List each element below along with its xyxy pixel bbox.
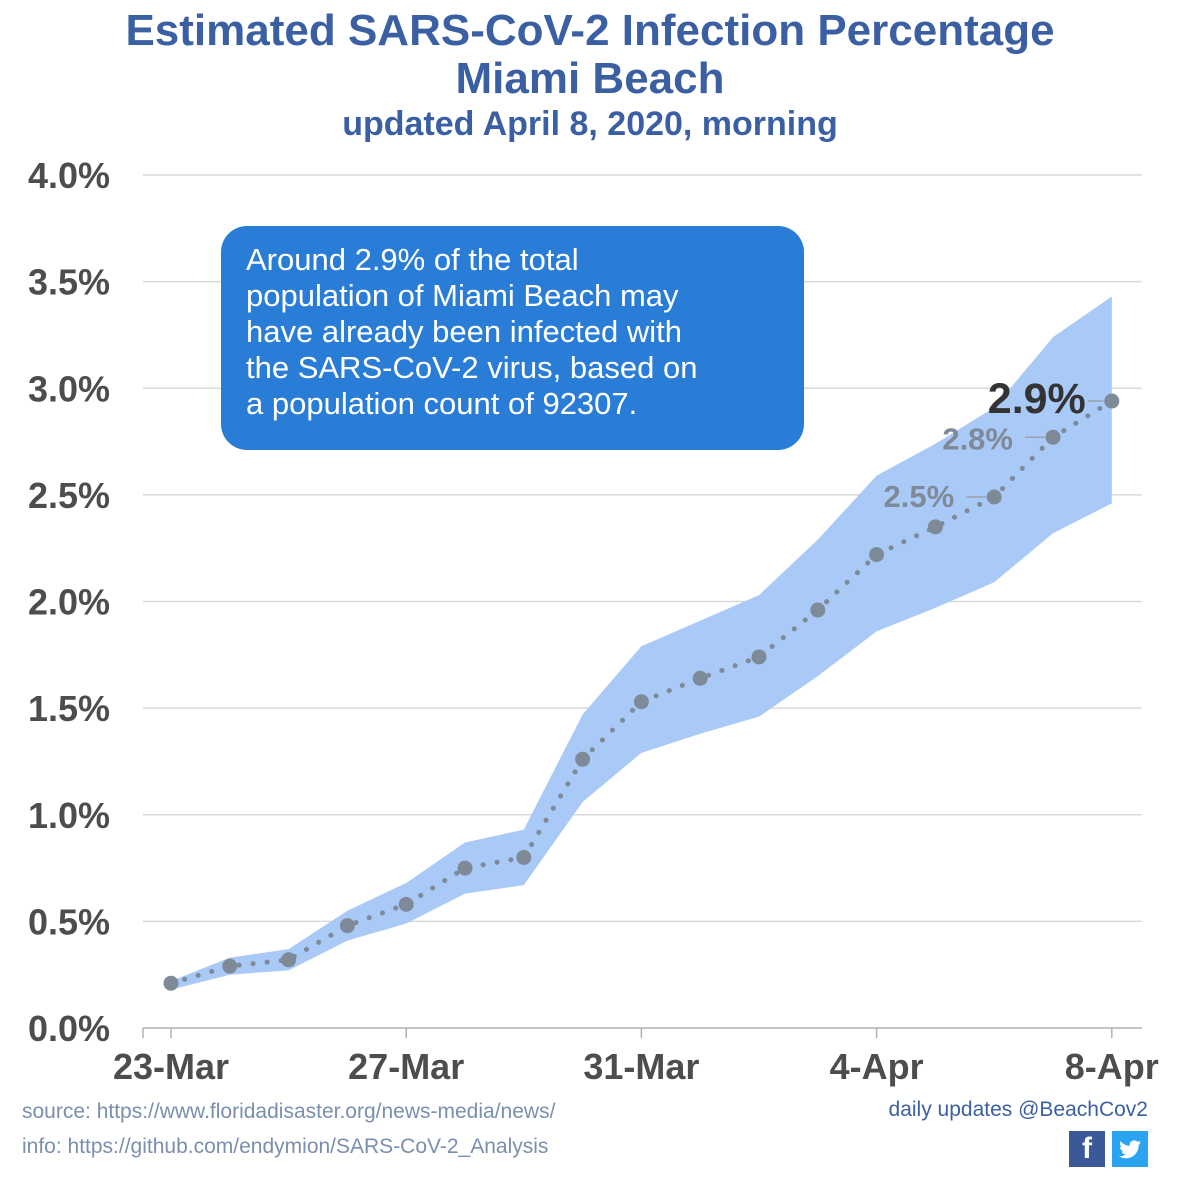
data-point [457,860,473,876]
chart-title-location: Miami Beach [455,54,725,103]
callout-line: a population count of 92307. [246,386,638,421]
data-point [751,649,767,665]
y-tick-label: 2.5% [28,475,110,516]
twitter-icon[interactable] [1112,1131,1148,1167]
data-point [575,751,591,767]
callout-line: Around 2.9% of the total [246,242,579,277]
data-point [281,952,297,968]
y-tick-label: 2.0% [28,582,110,623]
y-tick-label: 0.0% [28,1008,110,1049]
data-point [398,896,414,912]
data-point [163,975,179,991]
source-text: source: https://www.floridadisaster.org/… [22,1100,556,1123]
facebook-icon[interactable]: f [1069,1131,1105,1167]
x-tick-label: 31-Mar [583,1046,699,1087]
data-point [339,918,355,934]
callout-box: Around 2.9% of the total population of M… [221,226,804,450]
data-point [986,489,1002,505]
callout-line: the SARS-CoV-2 virus, based on [246,350,698,385]
data-label: 2.9% [988,375,1086,423]
data-point [692,670,708,686]
info-text: info: https://github.com/endymion/SARS-C… [22,1135,549,1158]
data-point [633,694,649,710]
data-point [222,958,238,974]
data-label: 2.5% [884,479,955,514]
x-tick-label: 8-Apr [1065,1046,1159,1087]
y-tick-label: 4.0% [28,155,110,196]
data-point [810,602,826,618]
data-label: 2.8% [942,421,1013,456]
y-tick-label: 3.5% [28,262,110,303]
y-tick-label: 3.0% [28,368,110,409]
y-tick-label: 1.5% [28,688,110,729]
chart-subtitle: updated April 8, 2020, morning [342,105,838,143]
data-point [1045,429,1061,445]
x-tick-label: 23-Mar [113,1046,229,1087]
callout-line: have already been infected with [246,314,683,349]
chart-title: Estimated SARS-CoV-2 Infection Percentag… [125,6,1055,55]
data-point [516,849,532,865]
x-tick-label: 27-Mar [348,1046,464,1087]
data-point [869,547,885,563]
y-tick-label: 0.5% [28,901,110,942]
y-tick-label: 1.0% [28,795,110,836]
data-point [927,519,943,535]
x-tick-label: 4-Apr [830,1046,924,1087]
data-point [1104,393,1120,409]
callout-line: population of Miami Beach may [246,278,679,313]
daily-updates-text: daily updates @BeachCov2 [888,1098,1148,1121]
